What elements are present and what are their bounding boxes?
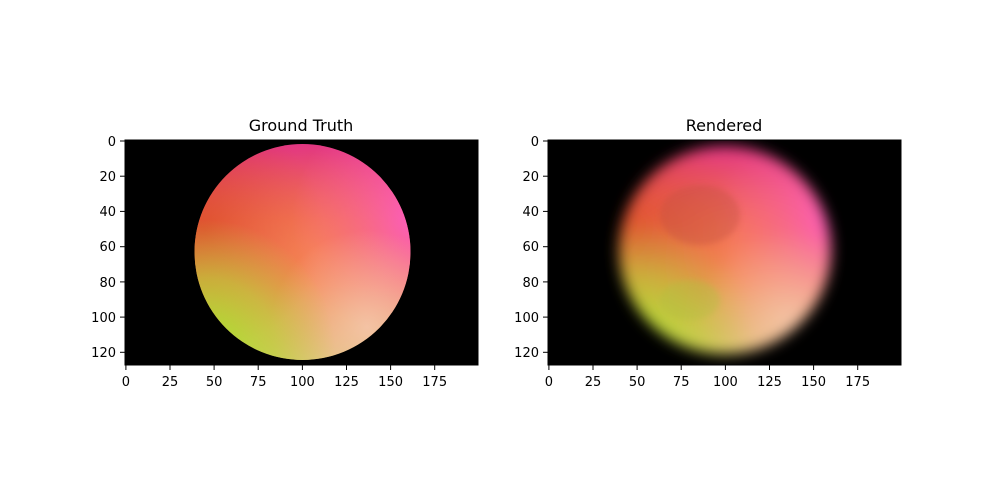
x-tick-label: 0 — [545, 375, 553, 390]
y-tick-label: 100 — [91, 311, 116, 326]
y-tick-label: 60 — [99, 240, 116, 255]
x-tick-label: 125 — [334, 375, 359, 390]
x-tick-label: 75 — [250, 375, 267, 390]
x-axis: 0 25 50 75 100 125 150 175 — [545, 365, 870, 390]
ground-truth-image — [125, 140, 478, 365]
sharp-sphere — [194, 144, 411, 360]
y-tick-label: 100 — [514, 311, 539, 326]
x-tick-label: 25 — [585, 375, 602, 390]
y-tick-label: 120 — [514, 346, 539, 361]
y-tick-label: 0 — [531, 135, 539, 150]
y-tick-label: 20 — [522, 170, 539, 185]
panel-ground-truth: Ground Truth — [91, 116, 479, 390]
panel-rendered: Rendered — [514, 116, 902, 390]
x-tick-label: 100 — [290, 375, 315, 390]
x-tick-label: 150 — [378, 375, 403, 390]
x-tick-label: 50 — [206, 375, 223, 390]
x-tick-label: 175 — [845, 375, 870, 390]
y-tick-label: 120 — [91, 346, 116, 361]
y-tick-label: 80 — [99, 276, 116, 291]
x-tick-label: 125 — [757, 375, 782, 390]
x-tick-label: 150 — [801, 375, 826, 390]
x-tick-label: 25 — [162, 375, 179, 390]
x-axis: 0 25 50 75 100 125 150 175 — [122, 365, 447, 390]
y-tick-label: 40 — [99, 205, 116, 220]
x-tick-label: 100 — [713, 375, 738, 390]
y-tick-label: 20 — [99, 170, 116, 185]
rendered-image — [548, 140, 901, 365]
y-tick-label: 80 — [522, 276, 539, 291]
panel-title: Ground Truth — [249, 116, 354, 135]
x-tick-label: 75 — [673, 375, 690, 390]
blurred-sphere — [619, 146, 831, 354]
x-tick-label: 50 — [629, 375, 646, 390]
panel-title: Rendered — [686, 116, 763, 135]
y-axis: 0 20 40 60 80 100 120 — [91, 135, 125, 361]
x-tick-label: 175 — [422, 375, 447, 390]
x-tick-label: 0 — [122, 375, 130, 390]
y-axis: 0 20 40 60 80 100 120 — [514, 135, 548, 361]
y-tick-label: 0 — [108, 135, 116, 150]
y-tick-label: 60 — [522, 240, 539, 255]
y-tick-label: 40 — [522, 205, 539, 220]
